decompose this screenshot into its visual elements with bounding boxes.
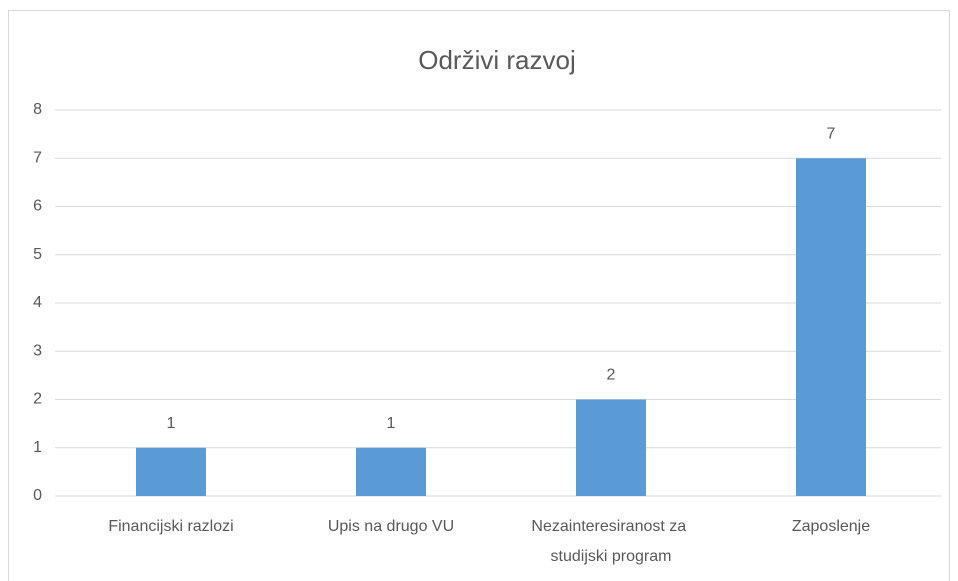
y-tick-label: 4 — [33, 294, 42, 311]
y-tick-label: 7 — [33, 149, 42, 166]
data-label: 1 — [167, 415, 176, 432]
data-label: 7 — [827, 125, 836, 142]
x-tick-label: Upis na drugo VU — [328, 518, 454, 535]
data-label: 1 — [387, 415, 396, 432]
y-tick-label: 5 — [33, 246, 42, 263]
chart-title: Održivi razvoj — [418, 45, 575, 75]
y-tick-label: 8 — [33, 101, 42, 118]
bar — [796, 158, 866, 496]
bar — [576, 399, 646, 496]
x-tick-label: Zaposlenje — [792, 518, 870, 535]
bar — [356, 447, 426, 496]
y-tick-label: 6 — [33, 198, 42, 215]
data-label: 2 — [607, 367, 616, 384]
bar — [136, 447, 206, 496]
x-tick-label: Financijski razlozi — [108, 518, 233, 535]
y-tick-label: 3 — [33, 342, 42, 359]
y-tick-label: 0 — [33, 487, 42, 504]
x-tick-label: Nezainteresiranost za studijski program — [531, 518, 690, 565]
y-tick-label: 1 — [33, 439, 42, 456]
y-tick-label: 2 — [33, 391, 42, 408]
